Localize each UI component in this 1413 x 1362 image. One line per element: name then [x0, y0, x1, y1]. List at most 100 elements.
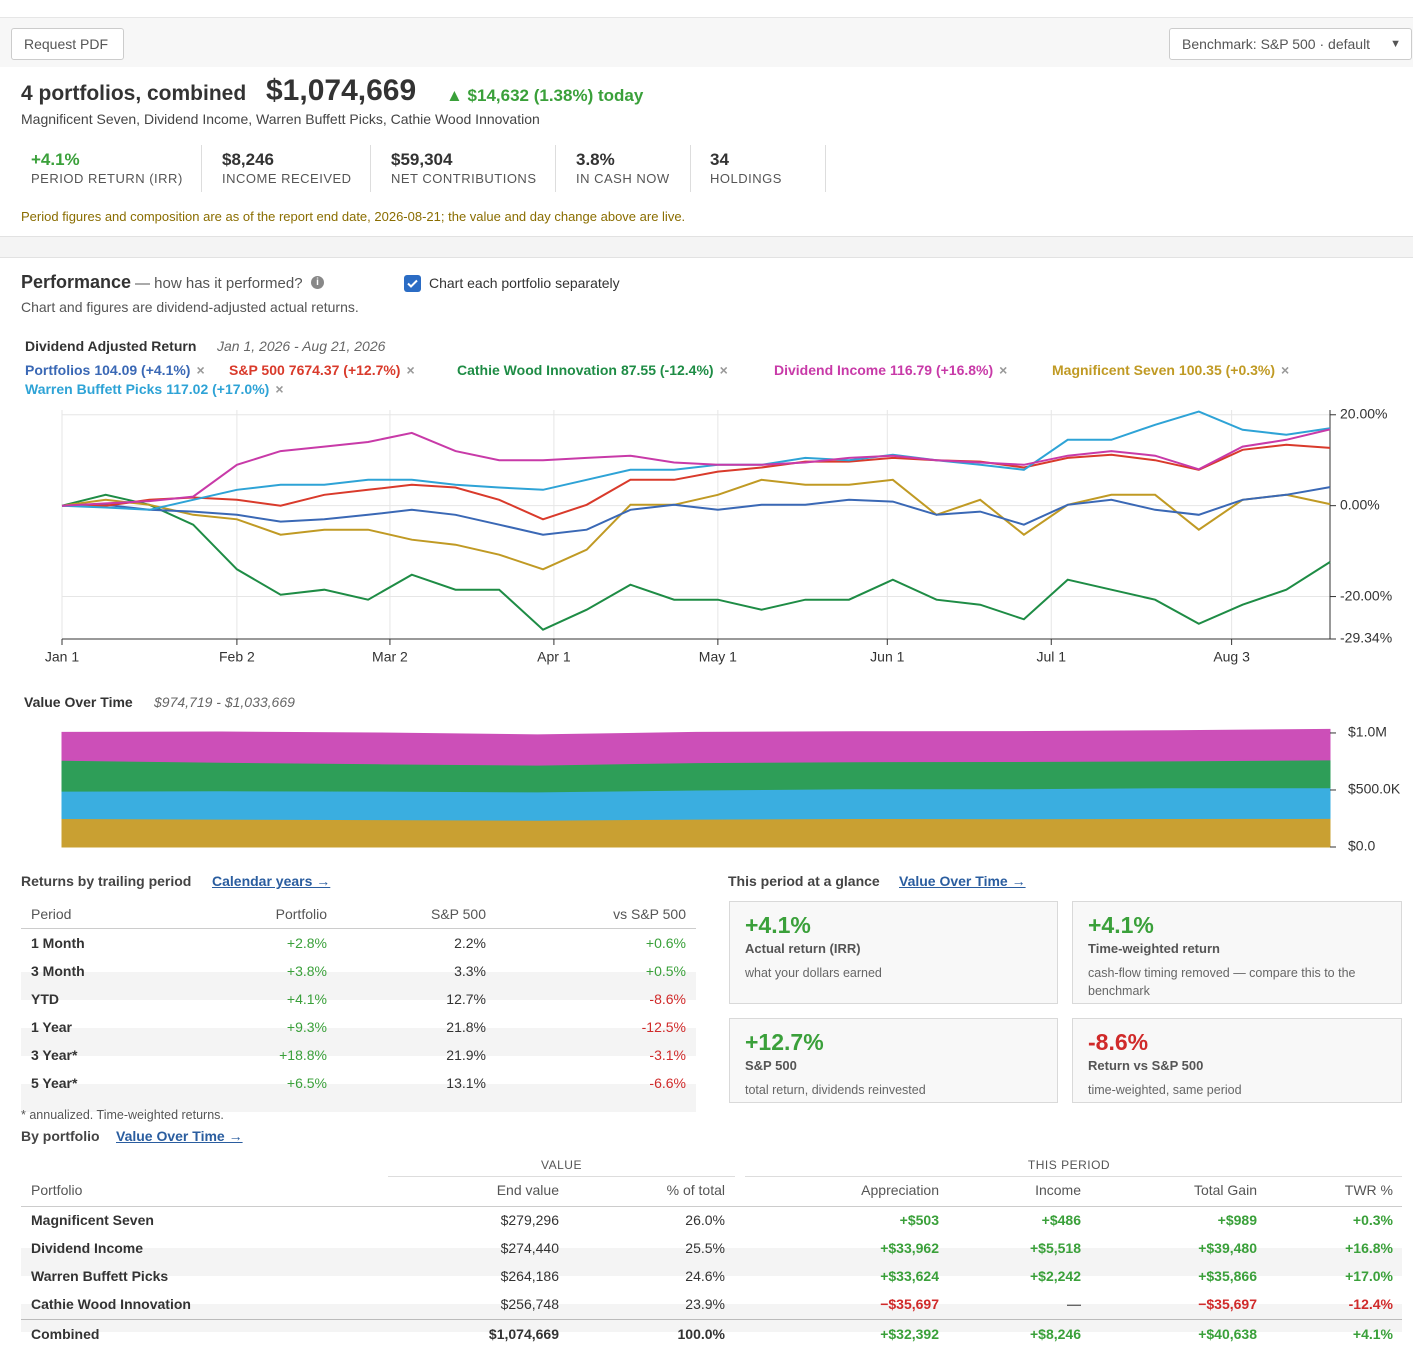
table-cell: End value	[496, 1182, 559, 1198]
table-cell: 3 Month	[31, 963, 85, 979]
checkbox-label: Chart each portfolio separately	[429, 275, 620, 291]
table-cell: 24.6%	[685, 1268, 725, 1284]
legend-value: 104.09 (+4.1%)	[94, 362, 191, 378]
stat-divider	[201, 145, 202, 192]
y-tick-label: $500.0K	[1348, 781, 1401, 797]
legend-name: Magnificent Seven	[1052, 362, 1175, 378]
table-cell: 3 Year*	[31, 1047, 78, 1063]
stat-label: INCOME RECEIVED	[222, 171, 352, 186]
legend-value: 116.79 (+16.8%)	[890, 362, 994, 378]
chart-title: Dividend Adjusted Return	[25, 338, 197, 354]
y-tick-label: $1.0M	[1348, 724, 1387, 740]
table-cell: 21.8%	[446, 1019, 486, 1035]
legend-entry[interactable]: Warren Buffett Picks 117.02 (+17.0%)	[25, 381, 284, 397]
table-cell: 1 Month	[31, 935, 85, 951]
legend-entry[interactable]: Magnificent Seven 100.35 (+0.3%)	[1052, 362, 1289, 378]
table-cell: Total Gain	[1193, 1182, 1257, 1198]
table-cell: +4.1%	[1352, 1326, 1393, 1342]
table-cell: Warren Buffett Picks	[31, 1268, 169, 1284]
table-cell: Portfolio	[31, 1182, 83, 1198]
legend-entry[interactable]: S&P 500 7674.37 (+12.7%)	[229, 362, 415, 378]
card-value: -8.6%	[1088, 1029, 1149, 1055]
stat-divider	[370, 145, 371, 192]
table-cell: -3.1%	[649, 1047, 686, 1063]
table-cell: 12.7%	[446, 991, 486, 1007]
stat-label: HOLDINGS	[710, 171, 782, 186]
table-cell: S&P 500	[430, 906, 486, 922]
area-band	[61, 787, 1331, 821]
table-cell: +$39,480	[1198, 1240, 1257, 1256]
x-tick-label: Feb 2	[219, 649, 255, 665]
series-line	[61, 493, 1331, 631]
top-rule	[0, 17, 1413, 18]
chart-subtitle: Jan 1, 2026 - Aug 21, 2026	[217, 338, 386, 354]
x-tick-label: Jun 1	[870, 649, 904, 665]
table-cell: $274,440	[500, 1240, 559, 1256]
row-stripe	[21, 1084, 696, 1112]
table-cell: +$8,246	[1030, 1326, 1081, 1342]
table-cell: Dividend Income	[31, 1240, 144, 1256]
table-cell: 3.3%	[454, 963, 486, 979]
x-tick-label: Jul 1	[1036, 649, 1066, 665]
row-stripe	[21, 1248, 1402, 1276]
table-cell: -6.6%	[649, 1075, 686, 1091]
area-band	[61, 728, 1331, 766]
table-cell: 100.0%	[677, 1326, 725, 1342]
legend-value: 7674.37 (+12.7%)	[288, 362, 401, 378]
row-stripe	[21, 1028, 696, 1056]
card-gap	[0, 237, 1413, 257]
returns-title: Returns by trailing period	[21, 873, 192, 889]
portfolio-list: Magnificent Seven, Dividend Income, Warr…	[21, 111, 540, 127]
info-icon[interactable]: i	[311, 276, 324, 289]
footnote: * annualized. Time-weighted returns.	[21, 1108, 224, 1122]
table-cell: Combined	[31, 1326, 100, 1342]
request-pdf-button[interactable]: Request PDF	[11, 28, 124, 60]
card-description: what your dollars earned	[745, 966, 882, 980]
table-cell: +$989	[1217, 1212, 1257, 1228]
table-cell: Cathie Wood Innovation	[31, 1296, 191, 1312]
legend-name: Dividend Income	[774, 362, 887, 378]
table-cell: +3.8%	[286, 963, 327, 979]
row-stripe	[21, 972, 696, 1000]
legend-entry[interactable]: Portfolios 104.09 (+4.1%)	[25, 362, 205, 378]
table-cell: +6.5%	[286, 1075, 327, 1091]
stat-value: 34	[710, 150, 729, 169]
card-value: +12.7%	[745, 1029, 824, 1055]
stat-divider	[825, 145, 826, 192]
group-header: THIS PERIOD	[1027, 1158, 1111, 1172]
table-cell: +$5,518	[1030, 1240, 1081, 1256]
note: Period figures and composition are as of…	[21, 209, 686, 224]
table-cell: Income	[1035, 1182, 1081, 1198]
table-cell: $279,296	[500, 1212, 559, 1228]
legend-entry[interactable]: Cathie Wood Innovation 87.55 (-12.4%)	[457, 362, 728, 378]
row-stripe	[21, 1304, 1402, 1332]
area-band	[61, 817, 1331, 848]
table-cell: +16.8%	[1345, 1240, 1393, 1256]
series-line	[61, 478, 1331, 571]
by-portfolio-link[interactable]: Value Over Time →	[116, 1128, 243, 1144]
legend-entry[interactable]: Dividend Income 116.79 (+16.8%)	[774, 362, 1007, 378]
table-cell: +0.3%	[1352, 1212, 1393, 1228]
card-description: time-weighted, same period	[1088, 1083, 1242, 1097]
calendar-link[interactable]: Calendar years →	[212, 873, 331, 889]
table-cell: +$33,962	[880, 1240, 939, 1256]
stat-value: 3.8%	[576, 150, 615, 169]
stat-divider	[690, 145, 691, 192]
y-tick-label: 0.00%	[1340, 496, 1380, 512]
card-title: S&P 500	[745, 1058, 797, 1073]
glance-title: This period at a glance	[728, 873, 880, 889]
table-cell: +$2,242	[1030, 1268, 1081, 1284]
table-header-rule	[21, 1206, 1402, 1207]
glance-card: -8.6% Return vs S&P 500 time-weighted, sam…	[1072, 1018, 1402, 1103]
table-cell: Portfolio	[275, 906, 327, 922]
benchmark-select[interactable]: Benchmark: S&P 500 · default ▼	[1169, 28, 1412, 60]
dropdown-caret: ▼	[1390, 38, 1401, 50]
glance-link[interactable]: Value Over Time →	[899, 873, 1026, 889]
y-tick-label: -29.34%	[1340, 630, 1392, 646]
table-cell: —	[1067, 1296, 1081, 1312]
legend-value: 87.55 (-12.4%)	[620, 362, 714, 378]
table-cell: 23.9%	[685, 1296, 725, 1312]
chart-title: Value Over Time	[24, 694, 133, 710]
checkbox[interactable]	[404, 275, 421, 292]
